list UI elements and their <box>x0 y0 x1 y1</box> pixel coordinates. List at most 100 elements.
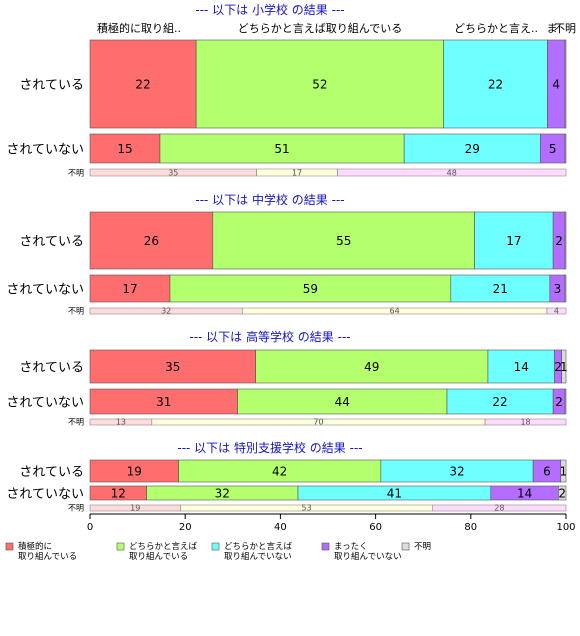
unknown-row-label-s0: 不明 <box>68 169 84 178</box>
unknown-segment-s1-c2 <box>546 307 567 315</box>
bar-value-label-s1-r1-c3: 3 <box>554 282 562 296</box>
bar-segment-s2-r0-c4 <box>561 349 567 384</box>
legend-label-2-line2: 取り組んでいない <box>224 551 292 562</box>
x-tick-label-2: 40 <box>274 522 287 533</box>
bar-value-label-s0-r1-c3: 5 <box>549 142 557 156</box>
bar-segment-s1-r0-c2 <box>474 211 554 270</box>
bar-value-label-s3-r0-c4: 1 <box>560 465 568 479</box>
bar-segment-s2-r1-c0 <box>89 388 238 415</box>
bar-value-label-s3-r0-c0: 19 <box>127 465 142 479</box>
bar-value-label-s0-r1-c2: 29 <box>465 142 480 156</box>
unknown-row-label-s2: 不明 <box>68 418 84 427</box>
bar-value-label-s2-r1-c0: 31 <box>156 395 171 409</box>
bar-value-label-s3-r1-c0: 12 <box>111 487 126 501</box>
legend-label-2-line1: どちらかと言えば <box>224 541 293 552</box>
bar-value-label-s2-r0-c0: 35 <box>165 360 180 374</box>
bar-segment-s1-r1-c0 <box>89 274 171 303</box>
bar-value-label-s3-r1-c3: 14 <box>517 487 532 501</box>
legend-swatch-2 <box>211 542 220 551</box>
bar-value-label-s0-r0-c0: 22 <box>135 78 150 92</box>
bar-value-label-s3-r0-c3: 6 <box>543 465 551 479</box>
unknown-value-label-s1-c2: 4 <box>554 307 559 316</box>
bar-segment-s0-r0-c1 <box>195 39 444 129</box>
unknown-value-label-s2-c0: 13 <box>116 418 126 427</box>
bar-value-label-s3-r0-c1: 42 <box>272 465 287 479</box>
category-header-0: 積極的に取り組.. <box>97 21 181 35</box>
bar-value-label-s1-r1-c1: 59 <box>303 282 318 296</box>
bar-value-label-s0-r1-c1: 51 <box>274 142 289 156</box>
bar-value-label-s0-r1-c0: 15 <box>117 142 132 156</box>
bar-segment-s1-r1-c1 <box>169 274 452 303</box>
unknown-value-label-s3-c2: 28 <box>494 504 504 513</box>
unknown-value-label-s2-c1: 70 <box>313 418 323 427</box>
bar-value-label-s2-r1-c2: 22 <box>492 395 507 409</box>
bar-segment-s1-r1-c4 <box>564 274 567 303</box>
bar-segment-s0-r1-c3 <box>539 133 566 164</box>
bar-value-label-s0-r0-c2: 22 <box>488 78 503 92</box>
bar-segment-s2-r0-c1 <box>255 349 489 384</box>
x-tick-label-3: 60 <box>369 522 382 533</box>
unknown-value-label-s0-c0: 35 <box>168 169 178 178</box>
bar-value-label-s2-r1-c1: 44 <box>335 395 350 409</box>
section-title-0: --- 以下は 小学校 の結果 --- <box>195 2 344 17</box>
unknown-value-label-s3-c1: 53 <box>301 504 311 513</box>
x-tick-label-4: 80 <box>464 522 477 533</box>
legend-label-0-line2: 取り組んでいる <box>18 551 77 562</box>
legend-label-4-line1: 不明 <box>414 542 431 552</box>
bar-segment-s1-r0-c4 <box>564 211 567 270</box>
bar-value-label-s2-r0-c3: 2 <box>554 360 562 374</box>
x-tick-label-1: 20 <box>179 522 192 533</box>
unknown-value-label-s0-c2: 48 <box>447 169 457 178</box>
legend-label-3-line1: まったく <box>334 542 368 552</box>
unknown-row-label-s1: 不明 <box>68 307 84 316</box>
x-tick-label-5: 100 <box>556 522 575 533</box>
row-label-s0-r0: されている <box>19 78 84 93</box>
unknown-segment-s2-c2 <box>484 418 567 426</box>
bar-segment-s0-r1-c1 <box>159 133 405 164</box>
category-header-1: どちらかと言えば取り組んでいる <box>238 22 402 35</box>
bar-value-label-s1-r1-c0: 17 <box>122 282 137 296</box>
bar-value-label-s3-r1-c4: 2 <box>558 487 566 501</box>
category-header-2: どちらかと言え.. <box>454 22 538 35</box>
legend-swatch-1 <box>116 542 125 551</box>
bar-value-label-s3-r0-c2: 32 <box>449 465 464 479</box>
bar-segment-s2-r0-c0 <box>89 349 256 384</box>
bar-value-label-s3-r1-c1: 32 <box>215 487 230 501</box>
bar-segment-s1-r0-c0 <box>89 211 214 270</box>
bar-value-label-s1-r1-c2: 21 <box>493 282 508 296</box>
legend-swatch-0 <box>5 542 14 551</box>
bar-value-label-s1-r0-c2: 17 <box>506 234 521 248</box>
bar-value-label-s2-r0-c4: 1 <box>560 360 568 374</box>
bar-value-label-s2-r1-c3: 2 <box>555 395 563 409</box>
unknown-value-label-s1-c1: 64 <box>390 307 400 316</box>
bar-value-label-s2-r0-c1: 49 <box>364 360 379 374</box>
row-label-s3-r0: されている <box>19 465 84 480</box>
bar-segment-s2-r0-c2 <box>487 349 555 384</box>
bar-value-label-s1-r0-c0: 26 <box>144 234 159 248</box>
unknown-value-label-s2-c2: 18 <box>520 418 530 427</box>
bar-value-label-s2-r0-c2: 14 <box>514 360 529 374</box>
unknown-value-label-s1-c0: 32 <box>161 307 171 316</box>
legend-label-3-line2: 取り組んでいない <box>334 551 402 562</box>
legend-label-1-line2: 取り組んでいる <box>129 551 188 562</box>
bar-value-label-s1-r0-c3: 2 <box>555 234 563 248</box>
row-label-s1-r1: されていない <box>6 283 84 298</box>
row-label-s0-r1: されていない <box>6 143 84 158</box>
bar-segment-s2-r1-c4 <box>564 388 567 415</box>
bar-segment-s0-r1-c4 <box>564 133 567 164</box>
bar-segment-s3-r0-c4 <box>560 459 567 483</box>
unknown-segment-s0-c2 <box>337 168 567 177</box>
bar-value-label-s0-r0-c1: 52 <box>312 78 327 92</box>
bar-value-label-s0-r0-c3: 4 <box>552 78 560 92</box>
section-title-3: --- 以下は 特別支援学校 の結果 --- <box>177 440 362 455</box>
unknown-segment-s3-c2 <box>432 504 567 512</box>
bar-segment-s0-r0-c0 <box>89 39 197 129</box>
unknown-value-label-s3-c0: 19 <box>130 504 140 513</box>
row-label-s1-r0: されている <box>19 235 84 250</box>
bar-segment-s1-r0-c1 <box>212 211 475 270</box>
bar-segment-s3-r1-c4 <box>558 485 567 501</box>
unknown-value-label-s0-c1: 17 <box>292 169 302 178</box>
row-label-s2-r1: されていない <box>6 396 84 411</box>
legend-label-1-line1: どちらかと言えば <box>129 541 198 552</box>
legend-swatch-4 <box>401 542 410 551</box>
